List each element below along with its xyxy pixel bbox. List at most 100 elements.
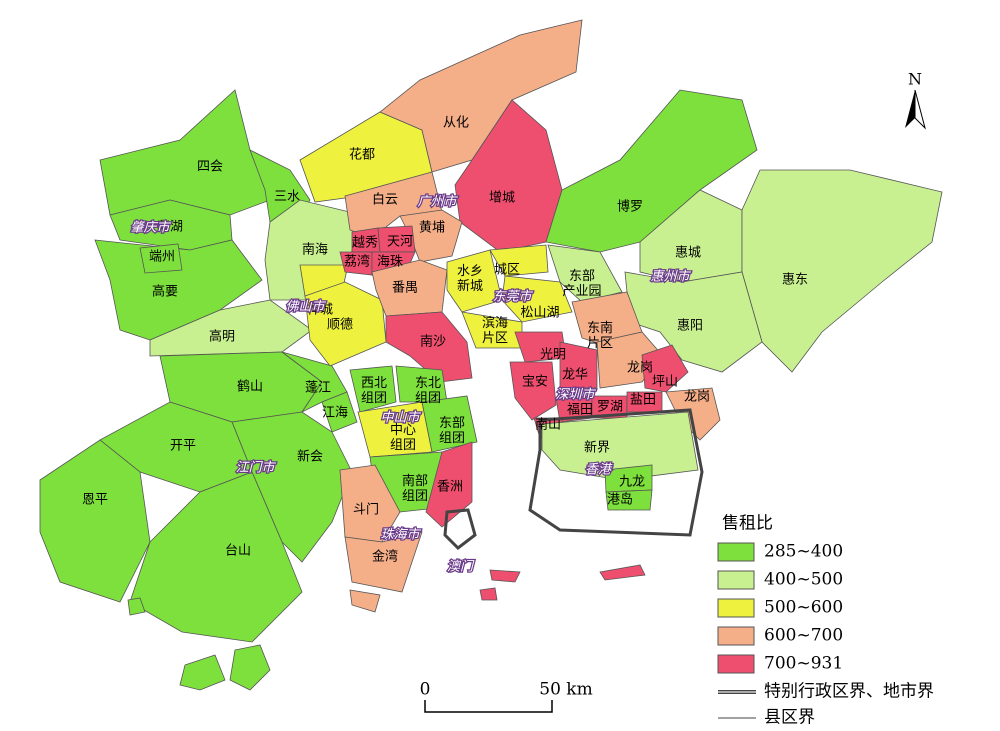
region <box>509 361 557 421</box>
region-label: 江海 <box>322 406 348 421</box>
region-label: 三水 <box>274 190 300 205</box>
scale-start: 0 <box>420 680 431 700</box>
scale-bar: 0 50 km <box>420 680 593 713</box>
region-label: 顺德 <box>327 318 353 333</box>
region <box>624 271 763 373</box>
region-label: 惠东 <box>782 273 808 288</box>
region <box>129 471 303 643</box>
region-label: 新界 <box>584 440 610 456</box>
city-label: 深圳市 <box>555 387 596 403</box>
legend-title: 售租比 <box>722 514 773 534</box>
region-label: 龙岗 <box>627 361 653 376</box>
city-label: 惠州市 <box>650 269 691 285</box>
legend: 售租比 特别行政区界、地市界 县区界 285~400 400~500 500~600… <box>717 514 934 728</box>
legend-label: 600~700 <box>764 626 843 646</box>
legend-swatch <box>717 542 755 562</box>
region-label: 盐田 <box>630 393 656 408</box>
region-label: 四会 <box>197 160 223 175</box>
region-label: 斗门 <box>353 503 379 518</box>
region-label: 港岛 <box>607 492 633 508</box>
city-label: 肇庆市 <box>130 220 171 236</box>
region <box>425 441 473 528</box>
regions <box>39 19 943 643</box>
region-label: 西北组团 <box>361 376 387 406</box>
region <box>559 341 598 389</box>
legend-boundary: 特别行政区界、地市界 <box>764 682 934 702</box>
region-label: 龙岗 <box>684 390 710 405</box>
north-label: N <box>908 70 922 89</box>
region-label: 越秀 <box>352 236 378 251</box>
legend-swatch <box>717 598 755 618</box>
city-label: 广州市 <box>417 194 458 210</box>
region-label: 博罗 <box>617 200 643 215</box>
city-label: 澳门 <box>447 560 475 575</box>
region-label: 恩平 <box>82 493 108 508</box>
region-label: 东北组团 <box>415 376 441 406</box>
region-label: 南沙 <box>420 334 446 350</box>
region-label: 光明 <box>540 348 566 363</box>
region-label: 开平 <box>170 439 196 454</box>
city-label: 江门市 <box>235 460 276 476</box>
region-label: 增城 <box>489 191 515 206</box>
legend-label: 500~600 <box>764 598 843 618</box>
region-label: 惠阳 <box>677 319 703 334</box>
legend-boundary: 县区界 <box>764 708 815 728</box>
region-label: 天河 <box>387 235 413 250</box>
legend-swatch <box>717 626 755 646</box>
city-label: 香港 <box>585 463 613 478</box>
north-arrow: N <box>905 70 926 130</box>
region <box>39 439 151 603</box>
region-label: 九龙 <box>619 475 645 490</box>
region <box>501 275 573 323</box>
legend-label: 285~400 <box>764 542 843 562</box>
region <box>321 391 358 433</box>
region-label: 南海 <box>302 242 328 258</box>
region-label: 滨海片区 <box>482 315 508 346</box>
region-label: 高明 <box>209 329 235 345</box>
city-label: 佛山市 <box>285 299 326 315</box>
region-label: 东部产业园 <box>562 269 601 299</box>
region-label: 南部组团 <box>402 473 428 504</box>
region-label: 番禺 <box>392 281 418 296</box>
region-label: 香洲 <box>437 480 463 495</box>
region-label: 从化 <box>443 116 469 131</box>
region-label: 金湾 <box>372 549 398 565</box>
region <box>349 365 397 413</box>
legend-label: 700~931 <box>764 654 843 674</box>
region <box>339 464 401 543</box>
special-boundaries <box>443 408 704 550</box>
region <box>421 395 478 453</box>
region-label: 龙华 <box>562 368 588 383</box>
region-label: 禅城 <box>307 303 333 318</box>
region-label: 高要 <box>152 284 178 300</box>
city-label: 珠海市 <box>380 527 421 543</box>
region-label: 端州 <box>149 250 175 265</box>
region-label: 坪山 <box>652 375 678 390</box>
region <box>741 169 943 373</box>
region <box>344 531 423 593</box>
region-label: 南山 <box>535 417 561 433</box>
region-label: 蓬江 <box>305 381 331 396</box>
region <box>99 89 271 216</box>
region-label: 新会 <box>297 449 323 465</box>
region-label: 黄埔 <box>419 221 445 236</box>
region-label: 鼎湖 <box>157 220 183 235</box>
city-label: 中山市 <box>380 410 421 426</box>
region-label: 鹤山 <box>237 379 263 395</box>
region-label: 台山 <box>225 544 251 559</box>
region-label: 海珠 <box>377 255 403 270</box>
region <box>139 243 183 274</box>
legend-swatch <box>717 570 755 590</box>
region-label: 惠城 <box>675 246 701 261</box>
legend-label: 400~500 <box>764 570 843 590</box>
islands <box>127 564 646 691</box>
region <box>379 19 583 173</box>
region-label: 罗湖 <box>597 400 623 415</box>
region <box>489 244 549 277</box>
region-label: 城区 <box>494 263 520 278</box>
region-label: 白云 <box>372 192 398 208</box>
region <box>641 344 689 393</box>
region-label: 东部组团 <box>439 416 465 446</box>
